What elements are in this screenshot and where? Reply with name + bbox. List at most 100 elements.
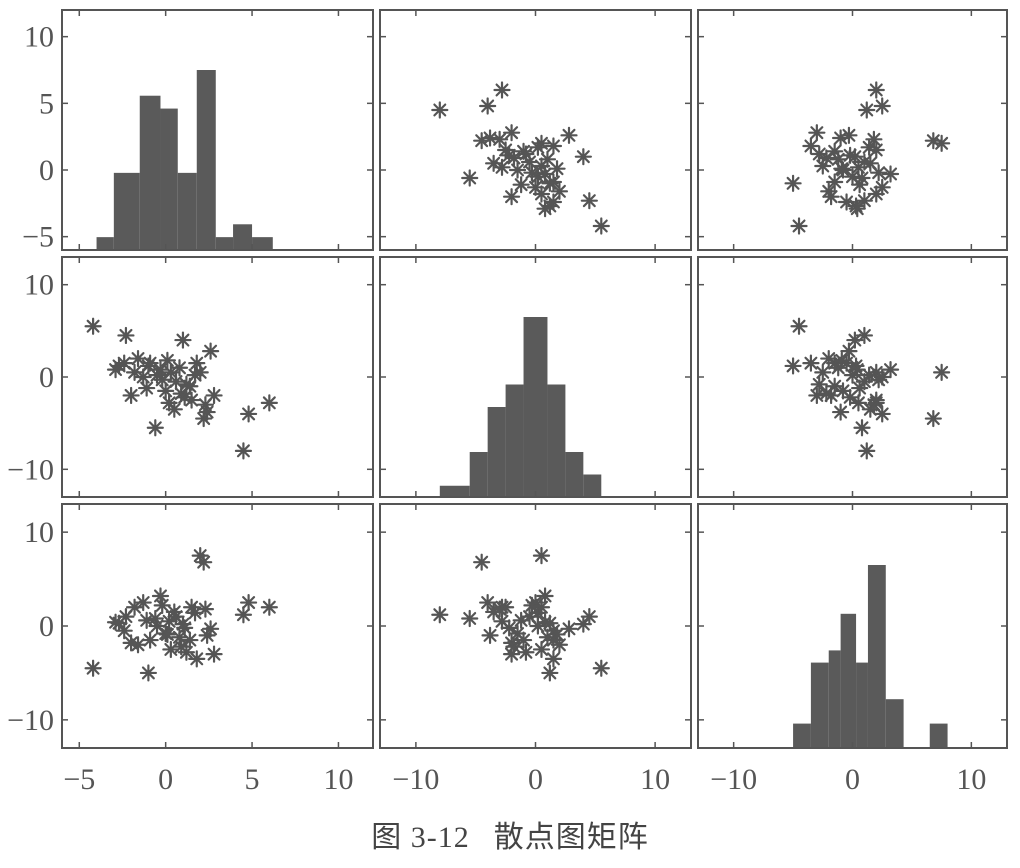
panel-frame-r1c2 bbox=[379, 9, 692, 251]
scatter-point-r1c2-2 bbox=[580, 192, 598, 210]
scatter-point-r2c3-30 bbox=[867, 394, 885, 412]
scatter-point-r1c3-34 bbox=[833, 160, 851, 178]
scatter-point-r2c1-1 bbox=[84, 317, 102, 335]
histogram-bar-3-7 bbox=[885, 699, 904, 748]
histogram-bar-2-4 bbox=[505, 384, 524, 497]
histogram-bar-1-1 bbox=[96, 237, 114, 250]
scatter-point-r3c2-23 bbox=[560, 620, 578, 638]
scatter-point-r3c2-24 bbox=[473, 553, 491, 571]
scatter-point-r2c1-38 bbox=[153, 371, 171, 389]
scatter-point-r2c1-32 bbox=[205, 386, 223, 405]
scatter-point-r1c3-35 bbox=[860, 138, 878, 156]
scatter-point-r2c1-36 bbox=[106, 361, 125, 379]
scatter-point-r1c2-35 bbox=[529, 138, 547, 156]
x-tick-label: 10 bbox=[956, 763, 986, 796]
scatter-point-r2c3-8 bbox=[784, 357, 802, 375]
scatter-point-r1c2-12 bbox=[508, 161, 527, 179]
x-tick-label: 0 bbox=[158, 763, 173, 796]
scatter-point-r1c3-27 bbox=[855, 153, 873, 171]
scatter-point-r3c1-31 bbox=[234, 606, 253, 624]
scatter-point-r3c1-36 bbox=[106, 613, 125, 631]
y-tick-label: 0 bbox=[39, 154, 54, 187]
scatter-point-r3c1-33 bbox=[138, 611, 156, 629]
scatter-point-r1c2-26 bbox=[550, 182, 569, 200]
scatter-point-r3c1-38 bbox=[153, 596, 171, 614]
scatter-point-r2c3-26 bbox=[820, 349, 838, 368]
scatter-point-r3c2-17 bbox=[574, 615, 592, 633]
scatter-point-r1c3-36 bbox=[848, 200, 866, 218]
scatter-point-r3c1-40 bbox=[176, 619, 194, 637]
histogram-bar-2-7 bbox=[565, 452, 584, 497]
scatter-point-r2c1-39 bbox=[198, 403, 216, 421]
histogram-bar-2-1 bbox=[439, 485, 470, 497]
histogram-bar-1-6 bbox=[196, 70, 216, 250]
scatter-point-r2c1-33 bbox=[138, 379, 156, 397]
scatter-point-r2c1-16 bbox=[170, 359, 189, 377]
scatter-point-r1c2-33 bbox=[512, 176, 530, 194]
scatter-point-r3c2-8 bbox=[541, 664, 559, 682]
histogram-bar-3-4 bbox=[840, 613, 857, 748]
histogram-bar-3-5 bbox=[856, 662, 868, 748]
scatter-point-r2c1-27 bbox=[167, 373, 185, 391]
scatter-point-r2c3-25 bbox=[853, 419, 871, 437]
scatter-point-r1c2-28 bbox=[514, 142, 533, 160]
scatter-point-r3c1-14 bbox=[162, 640, 180, 659]
histogram-bar-2-5 bbox=[523, 317, 548, 497]
scatter-point-r2c1-25 bbox=[146, 419, 164, 437]
histogram-bar-2-3 bbox=[487, 407, 506, 497]
scatter-point-r3c1-1 bbox=[84, 659, 102, 677]
scatter-point-r2c3-1 bbox=[790, 317, 808, 335]
scatter-point-r2c3-11 bbox=[881, 361, 900, 379]
figure-caption: 图 3-12 散点图矩阵 bbox=[0, 812, 1020, 856]
scatter-point-r1c2-30 bbox=[493, 81, 511, 99]
scatter-point-r3c1-7 bbox=[134, 593, 152, 612]
histogram-bar-2-8 bbox=[583, 474, 602, 497]
scatter-point-r3c2-28 bbox=[514, 631, 533, 649]
histogram-bar-1-4 bbox=[160, 108, 178, 250]
scatter-point-r3c1-32 bbox=[205, 645, 223, 663]
scatter-point-r2c3-38 bbox=[870, 371, 888, 389]
histogram-bar-2-6 bbox=[547, 384, 566, 497]
y-tick-label: 5 bbox=[39, 87, 54, 120]
scatter-point-r3c2-30 bbox=[493, 598, 511, 616]
scatter-point-r2c1-35 bbox=[186, 366, 204, 384]
scatter-point-r2c1-15 bbox=[165, 400, 183, 418]
scatter-point-r3c2-21 bbox=[532, 547, 551, 565]
scatter-point-r3c1-23 bbox=[201, 620, 220, 638]
scatter-point-r2c1-2 bbox=[117, 326, 135, 345]
scatter-point-r3c2-34 bbox=[548, 625, 566, 644]
scatter-point-r2c1-34 bbox=[158, 351, 176, 369]
scatter-point-r3c2-37 bbox=[505, 638, 523, 656]
histogram-bar-1-9 bbox=[252, 237, 273, 250]
scatter-point-r1c3-7 bbox=[873, 178, 891, 196]
scatter-point-r3c2-16 bbox=[538, 628, 557, 646]
scatter-point-r2c3-39 bbox=[832, 403, 850, 421]
scatter-point-r1c2-15 bbox=[485, 154, 503, 172]
scatter-point-r2c1-26 bbox=[129, 349, 147, 368]
scatter-point-r3c1-35 bbox=[186, 604, 204, 622]
scatter-point-r3c1-8 bbox=[139, 664, 157, 682]
histogram-bar-3-1 bbox=[793, 723, 811, 748]
histogram-bar-1-8 bbox=[233, 224, 253, 250]
scatter-point-r1c3-39 bbox=[832, 129, 850, 147]
histogram-bar-1-3 bbox=[139, 95, 161, 250]
scatter-point-r1c2-36 bbox=[536, 200, 554, 218]
y-tick-label: −5 bbox=[22, 221, 54, 254]
scatter-point-r2c1-31 bbox=[234, 442, 253, 460]
scatter-point-r2c3-24 bbox=[924, 409, 942, 428]
scatter-point-r3c1-9 bbox=[141, 631, 159, 649]
scatter-point-r2c3-18 bbox=[810, 375, 828, 393]
histogram-bar-3-2 bbox=[810, 662, 829, 748]
scatter-point-r2c3-40 bbox=[841, 388, 859, 406]
histogram-bar-2-2 bbox=[469, 452, 488, 497]
histogram-bar-3-3 bbox=[828, 650, 841, 748]
scatter-point-r2c3-17 bbox=[846, 331, 864, 349]
scatter-point-r1c3-30 bbox=[867, 81, 885, 99]
scatter-point-r2c1-29 bbox=[240, 405, 258, 423]
scatter-point-r1c3-24 bbox=[924, 132, 942, 150]
scatter-point-r1c3-33 bbox=[851, 176, 869, 194]
scatter-point-r1c2-39 bbox=[481, 129, 499, 147]
scatter-point-r1c2-40 bbox=[500, 146, 518, 164]
scatter-point-r1c3-11 bbox=[881, 165, 900, 183]
scatter-point-r3c2-14 bbox=[532, 640, 551, 659]
